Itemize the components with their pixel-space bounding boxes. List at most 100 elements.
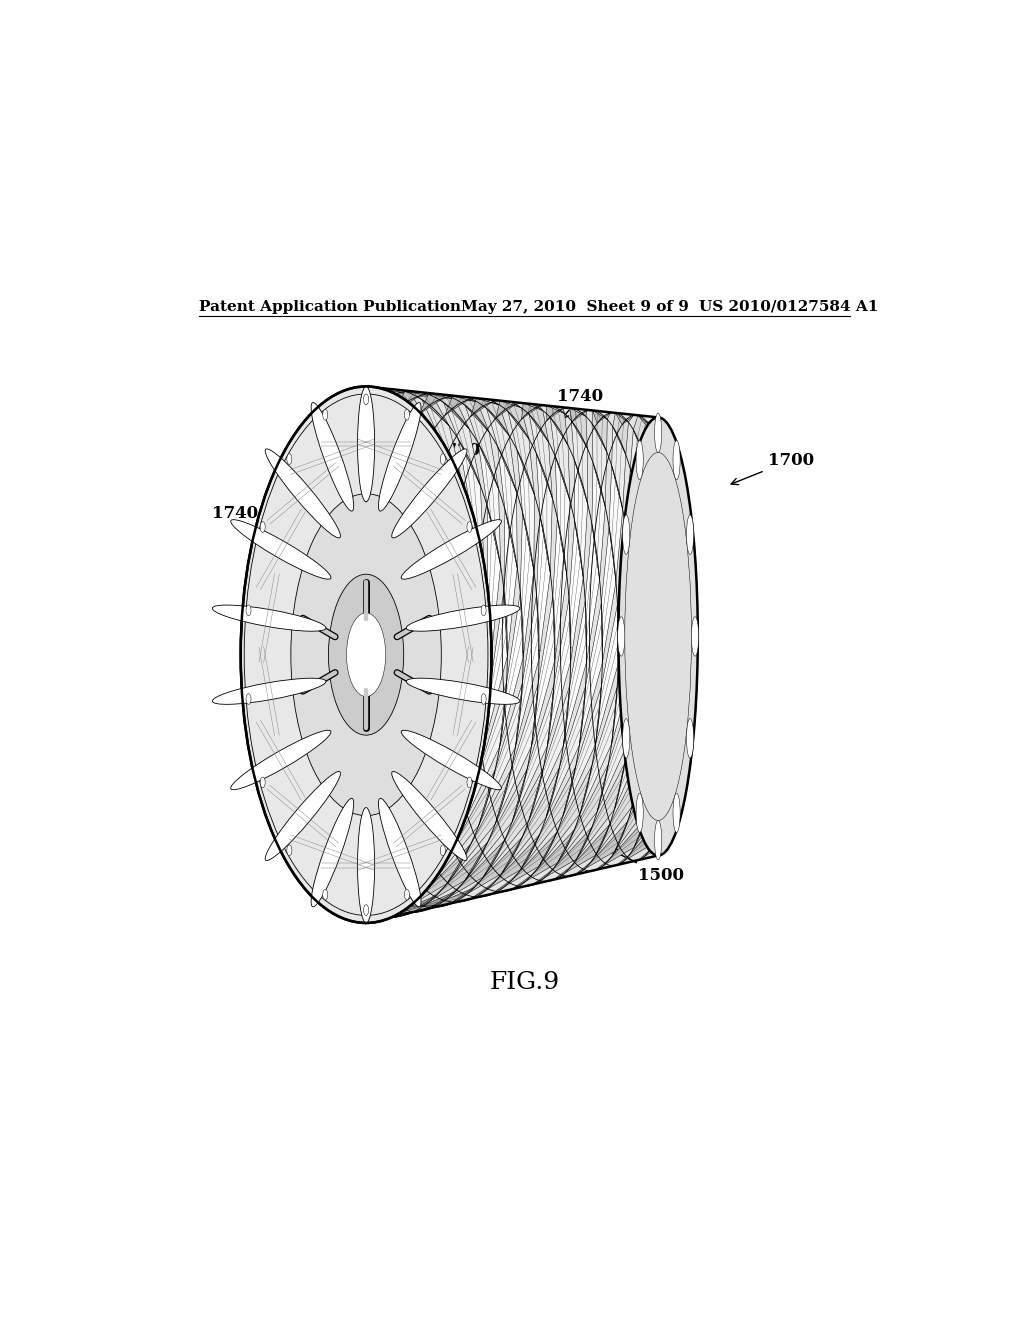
Polygon shape [500, 593, 523, 746]
Polygon shape [465, 768, 527, 880]
Polygon shape [465, 405, 499, 488]
Polygon shape [367, 891, 455, 917]
Ellipse shape [392, 449, 467, 539]
Ellipse shape [246, 694, 251, 705]
Polygon shape [548, 599, 570, 746]
Polygon shape [462, 682, 507, 828]
Polygon shape [453, 396, 489, 432]
Ellipse shape [260, 521, 265, 532]
Polygon shape [609, 466, 623, 582]
Ellipse shape [407, 678, 520, 705]
Ellipse shape [287, 454, 292, 465]
Polygon shape [632, 688, 665, 807]
Polygon shape [517, 450, 535, 570]
Polygon shape [563, 601, 587, 746]
Polygon shape [529, 685, 569, 820]
Polygon shape [496, 684, 539, 824]
Polygon shape [408, 842, 487, 915]
Ellipse shape [323, 890, 328, 900]
Ellipse shape [212, 605, 326, 631]
Ellipse shape [311, 403, 353, 511]
Ellipse shape [357, 808, 375, 923]
Ellipse shape [686, 515, 693, 554]
Ellipse shape [230, 520, 331, 579]
Polygon shape [510, 830, 574, 890]
Polygon shape [404, 392, 450, 426]
Polygon shape [682, 539, 697, 667]
Ellipse shape [401, 520, 502, 579]
Polygon shape [489, 833, 557, 895]
Ellipse shape [260, 777, 265, 788]
Ellipse shape [686, 718, 693, 758]
Polygon shape [484, 590, 507, 746]
Ellipse shape [346, 612, 386, 697]
Text: May 27, 2010  Sheet 9 of 9: May 27, 2010 Sheet 9 of 9 [461, 300, 689, 314]
Ellipse shape [467, 521, 472, 532]
Text: US 2010/0127584 A1: US 2010/0127584 A1 [699, 300, 879, 314]
Ellipse shape [481, 605, 486, 615]
Polygon shape [577, 763, 625, 859]
Ellipse shape [691, 616, 698, 656]
Polygon shape [595, 818, 645, 870]
Text: 1740: 1740 [212, 504, 302, 521]
Polygon shape [449, 837, 522, 904]
Ellipse shape [636, 793, 643, 833]
Polygon shape [638, 416, 656, 426]
Polygon shape [633, 416, 649, 458]
Polygon shape [393, 392, 433, 413]
Polygon shape [628, 607, 650, 743]
Polygon shape [644, 609, 666, 742]
Polygon shape [596, 605, 618, 744]
Ellipse shape [212, 678, 326, 705]
Polygon shape [631, 430, 645, 512]
Polygon shape [615, 413, 634, 425]
Polygon shape [469, 836, 540, 900]
Polygon shape [593, 411, 610, 424]
Polygon shape [611, 606, 634, 743]
Ellipse shape [636, 441, 643, 479]
Ellipse shape [673, 793, 680, 833]
Polygon shape [550, 417, 570, 500]
Polygon shape [552, 825, 609, 880]
Ellipse shape [618, 417, 697, 855]
Polygon shape [523, 403, 549, 442]
Polygon shape [470, 399, 500, 417]
Ellipse shape [617, 616, 625, 656]
Polygon shape [668, 436, 683, 517]
Polygon shape [677, 478, 692, 589]
Polygon shape [580, 686, 617, 813]
Polygon shape [592, 411, 607, 451]
Polygon shape [419, 393, 455, 414]
Polygon shape [388, 845, 471, 919]
Polygon shape [508, 412, 535, 495]
Ellipse shape [401, 730, 502, 789]
Ellipse shape [440, 845, 445, 855]
Polygon shape [529, 414, 552, 498]
Polygon shape [569, 521, 584, 661]
Ellipse shape [623, 515, 630, 554]
Polygon shape [496, 401, 521, 418]
Polygon shape [649, 433, 664, 515]
Polygon shape [571, 421, 588, 504]
Polygon shape [500, 401, 528, 438]
Polygon shape [520, 767, 575, 870]
Polygon shape [569, 408, 588, 449]
Ellipse shape [357, 387, 375, 502]
Text: 1700: 1700 [731, 451, 814, 484]
Polygon shape [569, 408, 587, 422]
Polygon shape [531, 828, 592, 886]
Polygon shape [617, 529, 632, 664]
Polygon shape [422, 400, 462, 482]
Ellipse shape [623, 718, 630, 758]
Polygon shape [516, 594, 539, 746]
Polygon shape [521, 403, 543, 420]
Polygon shape [478, 444, 501, 565]
Polygon shape [666, 537, 681, 667]
Polygon shape [592, 462, 605, 579]
Polygon shape [537, 515, 550, 659]
Polygon shape [502, 767, 559, 874]
Polygon shape [341, 387, 388, 412]
Ellipse shape [404, 890, 410, 900]
Polygon shape [638, 813, 682, 861]
Ellipse shape [241, 387, 492, 923]
